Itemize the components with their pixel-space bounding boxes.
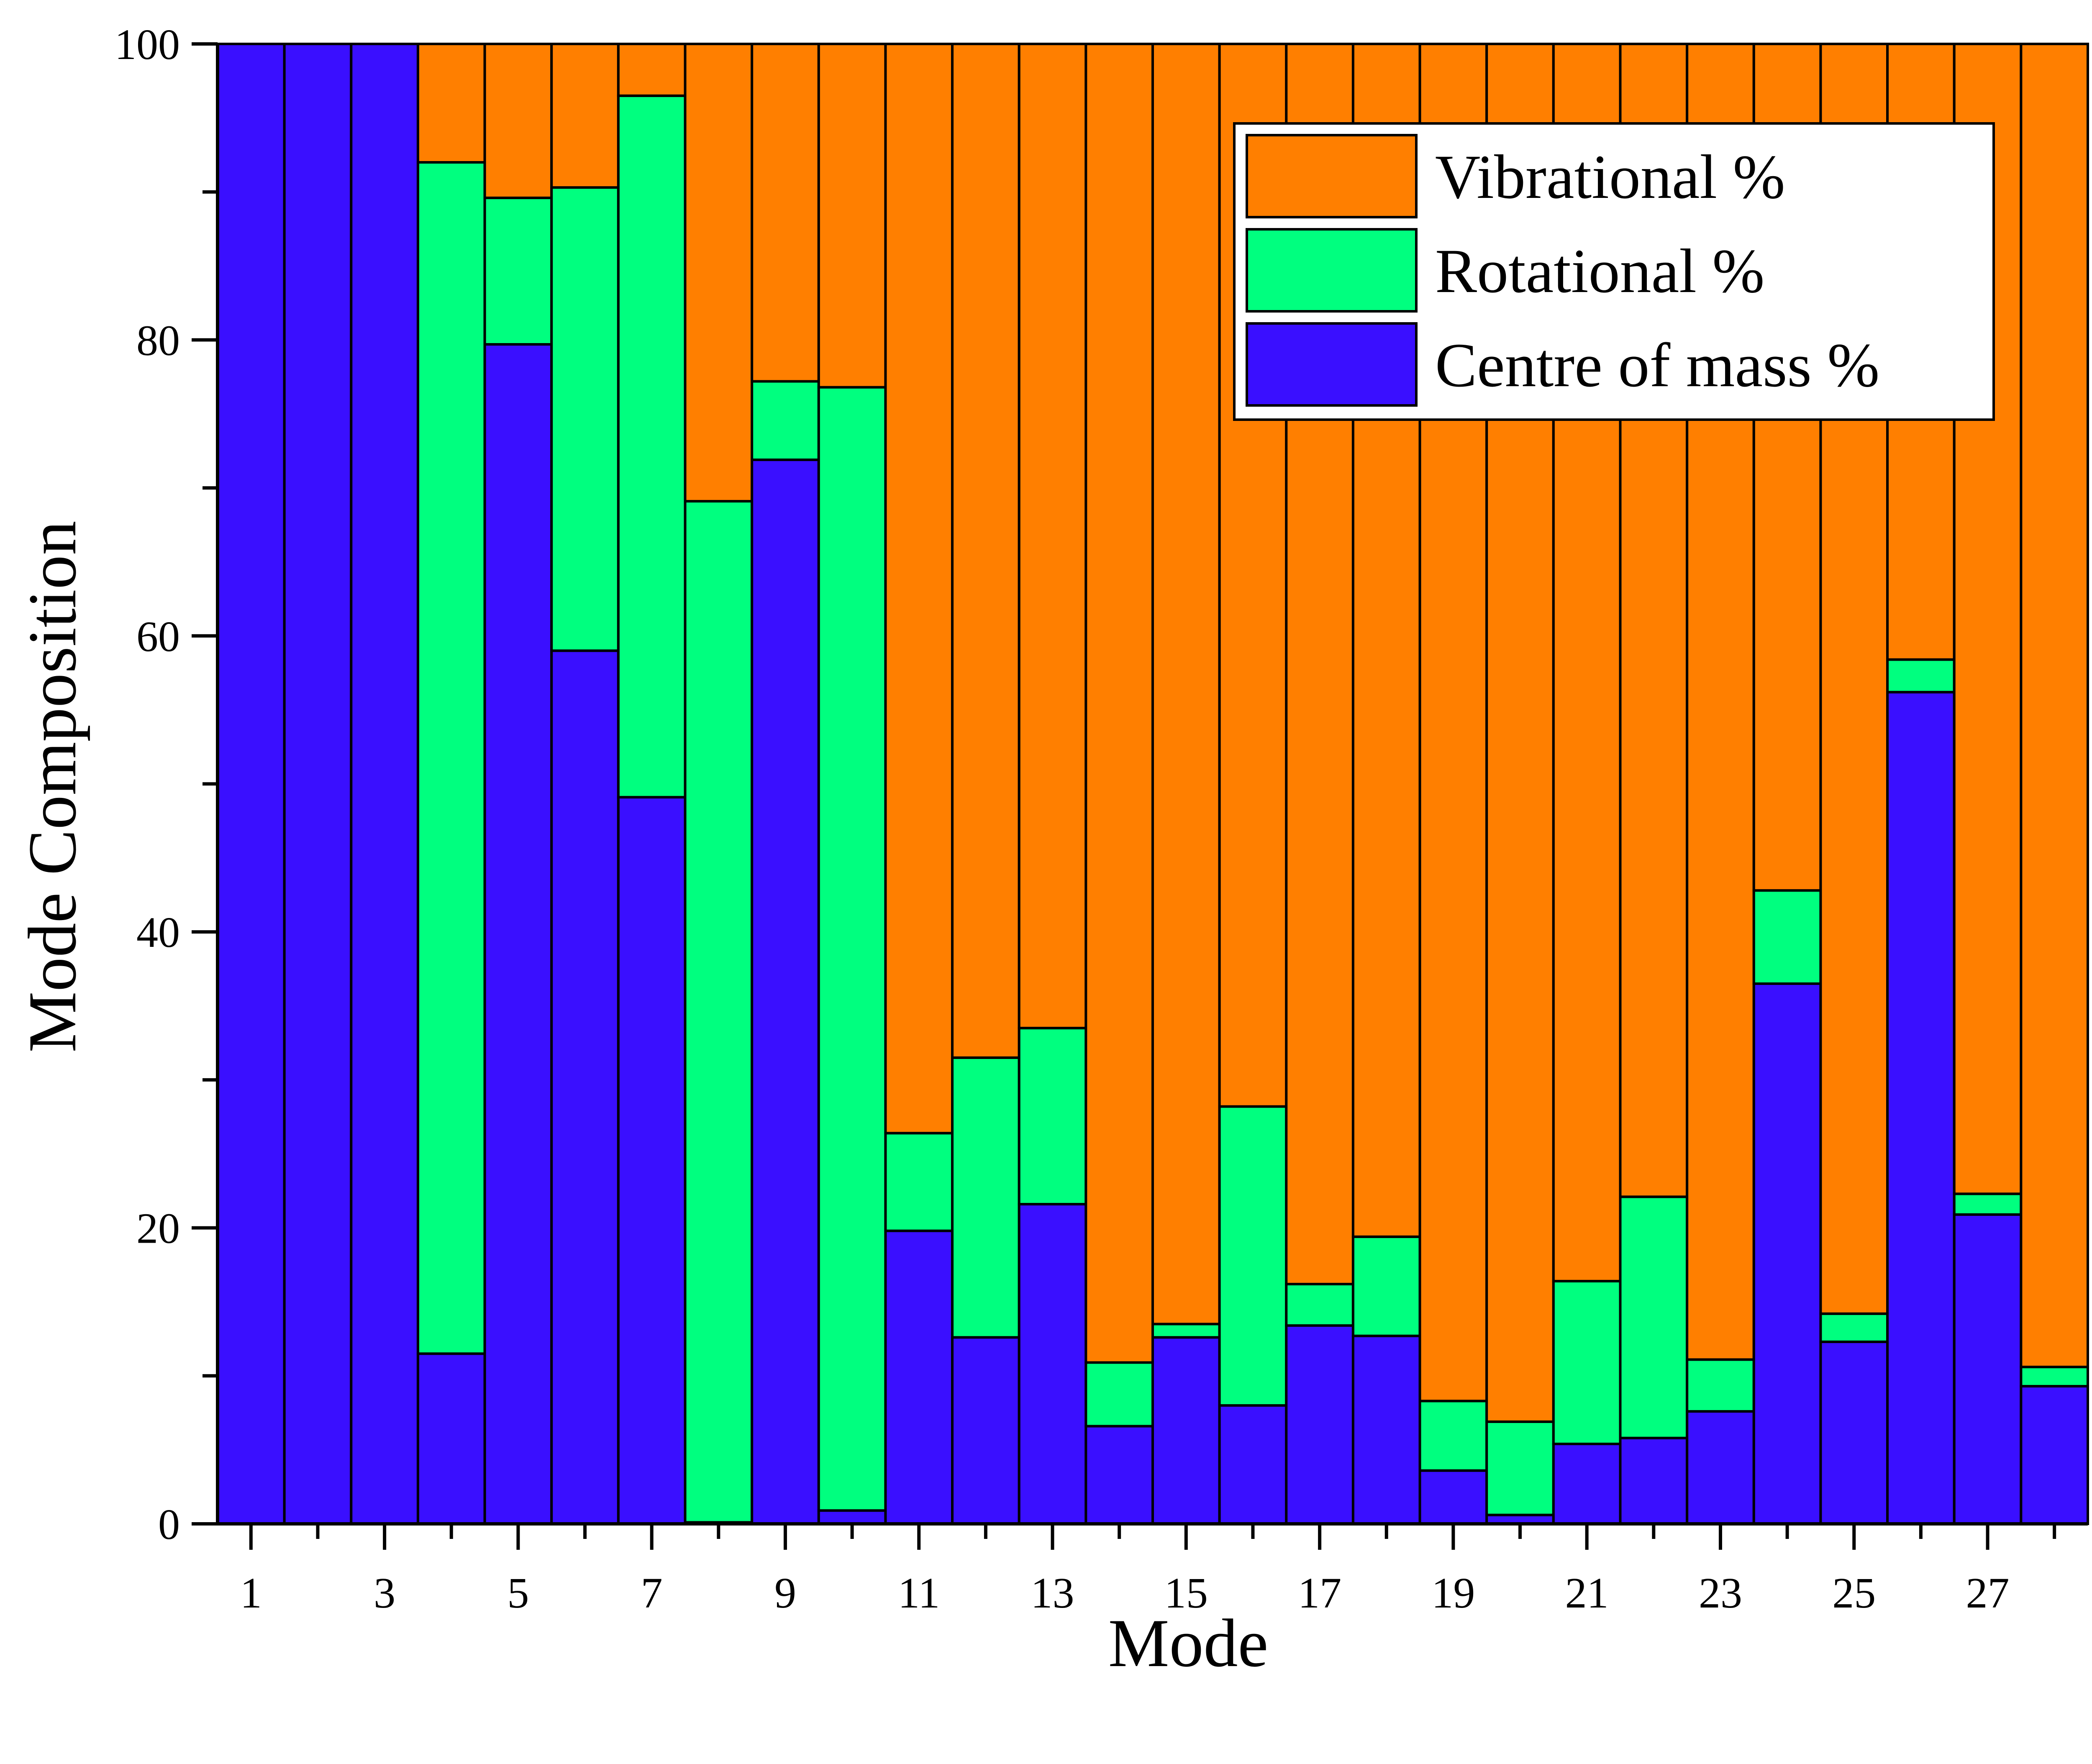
bar-segment-com-mode-15 xyxy=(1151,1336,1221,1525)
x-tick-label: 7 xyxy=(641,1569,663,1617)
bar-segment-com-mode-11 xyxy=(884,1229,954,1526)
x-tick-label: 17 xyxy=(1298,1569,1341,1617)
bar-segment-rot-mode-7 xyxy=(617,94,687,799)
bar-segment-vib-mode-8 xyxy=(684,43,754,503)
bar-segment-vib-mode-10 xyxy=(817,43,887,389)
bar-segment-vib-mode-7 xyxy=(617,43,687,97)
bar-segment-com-mode-14 xyxy=(1084,1425,1154,1526)
bar-segment-com-mode-4 xyxy=(416,1352,486,1526)
x-tick-label: 23 xyxy=(1699,1569,1742,1617)
bar-segment-com-mode-2 xyxy=(283,43,353,1525)
y-tick-label: 60 xyxy=(136,613,180,661)
bar-segment-com-mode-24 xyxy=(1752,982,1822,1526)
bar-segment-com-mode-23 xyxy=(1686,1410,1755,1525)
bar-segment-vib-mode-14 xyxy=(1084,43,1154,1364)
bar-segment-rot-mode-15 xyxy=(1151,1323,1221,1339)
y-tick-label: 0 xyxy=(158,1500,180,1549)
x-tick-label: 3 xyxy=(374,1569,395,1617)
bar-segment-rot-mode-12 xyxy=(951,1056,1020,1339)
x-tick-label: 5 xyxy=(507,1569,529,1617)
bar-segment-rot-mode-28 xyxy=(2020,1366,2089,1388)
legend-label: Vibrational % xyxy=(1435,142,1785,212)
x-tick-label: 27 xyxy=(1966,1569,2010,1617)
bar-segment-rot-mode-22 xyxy=(1619,1195,1689,1439)
bar-segment-com-mode-17 xyxy=(1285,1324,1354,1525)
bar-segment-com-mode-22 xyxy=(1619,1436,1689,1525)
bar-segment-rot-mode-21 xyxy=(1552,1279,1622,1446)
x-tick-label: 15 xyxy=(1164,1569,1208,1617)
bar-segment-rot-mode-26 xyxy=(1886,658,1956,694)
bar-segment-rot-mode-5 xyxy=(483,196,553,346)
bar-segment-com-mode-7 xyxy=(617,796,687,1525)
bar-segment-rot-mode-24 xyxy=(1752,889,1822,985)
x-axis-title: Mode xyxy=(1108,1605,1269,1681)
bar-segment-rot-mode-16 xyxy=(1218,1105,1288,1407)
bar-segment-com-mode-9 xyxy=(751,458,820,1525)
bar-segment-com-mode-26 xyxy=(1886,691,1956,1525)
bar-segment-rot-mode-17 xyxy=(1285,1283,1354,1327)
y-tick-label: 40 xyxy=(136,908,180,956)
bar-segment-rot-mode-14 xyxy=(1084,1361,1154,1428)
x-tick-label: 13 xyxy=(1031,1569,1074,1617)
bar-segment-com-mode-12 xyxy=(951,1336,1020,1525)
bar-segment-vib-mode-12 xyxy=(951,43,1020,1059)
bar-segment-com-mode-16 xyxy=(1218,1404,1288,1526)
legend-label: Rotational % xyxy=(1435,236,1764,306)
legend-label: Centre of mass % xyxy=(1435,331,1879,400)
x-tick-label: 11 xyxy=(898,1569,940,1617)
bar-segment-com-mode-3 xyxy=(350,43,419,1525)
bar-segment-rot-mode-9 xyxy=(751,380,820,461)
bar-segment-com-mode-28 xyxy=(2020,1385,2089,1526)
bar-segment-com-mode-21 xyxy=(1552,1443,1622,1525)
bar-segment-rot-mode-11 xyxy=(884,1132,954,1232)
x-tick-label: 9 xyxy=(774,1569,796,1617)
bar-segment-rot-mode-10 xyxy=(817,386,887,1512)
x-tick-label: 1 xyxy=(240,1569,262,1617)
bar-segment-com-mode-5 xyxy=(483,343,553,1525)
bar-segment-com-mode-27 xyxy=(1953,1213,2023,1526)
x-tick-label: 21 xyxy=(1565,1569,1609,1617)
bar-segment-vib-mode-15 xyxy=(1151,43,1221,1326)
bar-segment-vib-mode-9 xyxy=(751,43,820,383)
bar-segment-com-mode-18 xyxy=(1351,1334,1421,1526)
bar-segment-rot-mode-18 xyxy=(1351,1235,1421,1337)
x-tick-label: 19 xyxy=(1431,1569,1475,1617)
bar-segment-vib-mode-28 xyxy=(2020,43,2089,1369)
legend: Vibrational % Rotational % Centre of mass … xyxy=(1233,122,1995,421)
bar-segment-rot-mode-13 xyxy=(1018,1027,1087,1206)
bar-segment-rot-mode-6 xyxy=(550,186,620,652)
bar-segment-vib-mode-4 xyxy=(416,43,486,164)
bar-segment-rot-mode-8 xyxy=(684,500,754,1524)
bar-segment-rot-mode-23 xyxy=(1686,1358,1755,1413)
bar-segment-rot-mode-25 xyxy=(1819,1312,1889,1343)
legend-swatch xyxy=(1246,134,1418,218)
y-tick-label: 100 xyxy=(115,21,180,69)
bar-segment-com-mode-6 xyxy=(550,649,620,1526)
x-tick-label: 25 xyxy=(1832,1569,1876,1617)
bar-segment-com-mode-1 xyxy=(216,43,286,1525)
legend-swatch xyxy=(1246,228,1418,313)
bar-segment-vib-mode-5 xyxy=(483,43,553,199)
bar-segment-rot-mode-27 xyxy=(1953,1192,2023,1216)
bar-segment-com-mode-19 xyxy=(1418,1469,1488,1525)
y-tick-label: 20 xyxy=(136,1205,180,1253)
bar-segment-com-mode-13 xyxy=(1018,1203,1087,1526)
bar-segment-vib-mode-13 xyxy=(1018,43,1087,1030)
bar-segment-rot-mode-4 xyxy=(416,161,486,1355)
bar-segment-rot-mode-19 xyxy=(1418,1400,1488,1472)
bar-segment-com-mode-10 xyxy=(817,1509,887,1525)
y-tick-label: 80 xyxy=(136,316,180,364)
legend-swatch xyxy=(1246,322,1418,407)
bar-segment-com-mode-25 xyxy=(1819,1340,1889,1525)
bar-segment-vib-mode-11 xyxy=(884,43,954,1135)
bar-segment-rot-mode-20 xyxy=(1485,1420,1555,1516)
bar-segment-vib-mode-6 xyxy=(550,43,620,189)
y-axis-title: Mode Composition xyxy=(15,520,90,1052)
